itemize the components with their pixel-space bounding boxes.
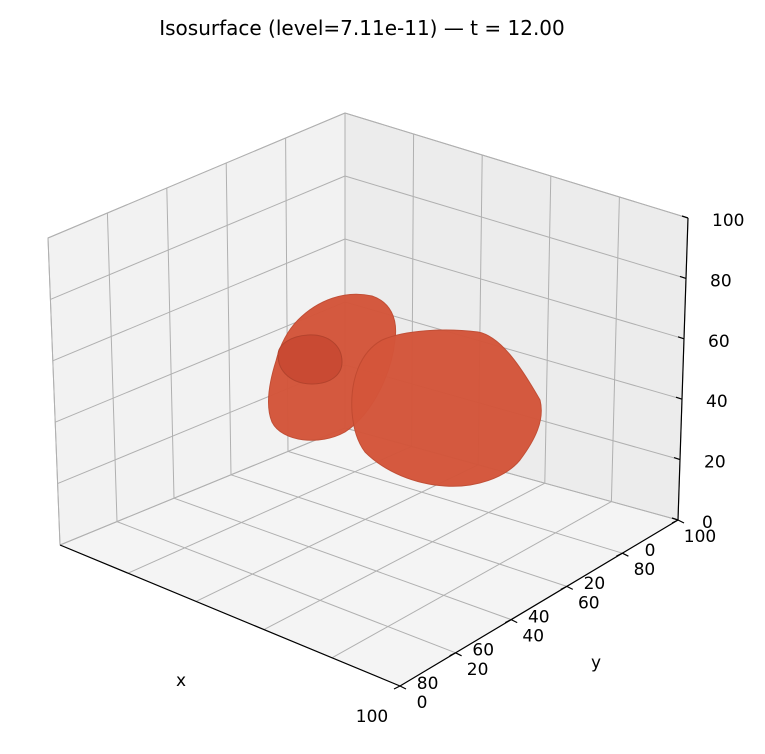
grid-line-z-left xyxy=(50,175,346,300)
x-tick-label: 100 xyxy=(356,707,388,727)
grid-line-z-right xyxy=(344,301,683,400)
x-tick-mark xyxy=(393,685,401,690)
x-tick-mark xyxy=(616,552,623,557)
y-axis-line xyxy=(399,519,679,687)
x-tick-label: 0 xyxy=(645,541,656,561)
z-tick-label: 100 xyxy=(712,211,744,231)
x-axis-line xyxy=(59,544,401,687)
grid-line-x-floor xyxy=(230,474,567,587)
x-tick-mark xyxy=(560,585,568,590)
z-tick-label: 40 xyxy=(706,392,728,412)
grid-line-y-floor xyxy=(331,501,612,659)
x-tick-mark xyxy=(504,619,512,624)
x-tick-label: 60 xyxy=(472,641,494,661)
z-tick-label: 60 xyxy=(708,332,730,352)
y-tick-mark xyxy=(622,552,629,557)
grid-line-x-floor xyxy=(173,497,512,621)
x-tick-label: 80 xyxy=(417,674,439,694)
z-tick-mark xyxy=(679,275,687,279)
y-tick-mark xyxy=(566,585,574,590)
grid-line-z-left xyxy=(52,238,346,362)
grid-line-x-wall xyxy=(106,212,118,522)
grid-line-x-floor xyxy=(116,521,456,654)
grid-line-z-right xyxy=(344,238,685,340)
x-tick-mark xyxy=(671,519,679,524)
z-tick-mark xyxy=(675,396,683,400)
z-tick-mark xyxy=(673,457,681,461)
grid-line-y-wall xyxy=(610,196,620,502)
z-tick-label: 0 xyxy=(702,513,713,533)
isosurface-blob-small-opening xyxy=(277,334,343,385)
grid-line-y-floor xyxy=(195,464,479,602)
isosurface-blob-large xyxy=(351,329,542,487)
isosurface-layer xyxy=(268,293,542,487)
z-tick-mark xyxy=(681,215,689,219)
y-axis-label: y xyxy=(591,653,601,673)
x-axis-label: x xyxy=(176,671,186,691)
grid-line-y-floor xyxy=(263,482,546,631)
grid-line-z-left xyxy=(59,427,346,546)
grid-line-z-right xyxy=(344,175,687,279)
y-tick-label: 80 xyxy=(634,560,656,580)
x-tick-label: 20 xyxy=(584,574,606,594)
z-tick-label: 80 xyxy=(710,271,732,291)
y-tick-mark xyxy=(510,619,518,624)
y-tick-label: 20 xyxy=(467,660,489,680)
chart-title: Isosurface (level=7.11e-11) — t = 12.00 xyxy=(159,16,565,40)
y-tick-mark xyxy=(399,685,407,690)
y-tick-label: 0 xyxy=(417,693,428,713)
z-tick-mark xyxy=(677,336,685,340)
z-tick-label: 20 xyxy=(704,453,726,473)
y-tick-label: 60 xyxy=(578,593,600,613)
y-tick-mark xyxy=(455,652,462,657)
x-tick-label: 40 xyxy=(528,607,550,627)
y-tick-label: 40 xyxy=(522,627,544,647)
x-tick-mark xyxy=(449,652,456,657)
grid-line-x-wall xyxy=(225,162,232,475)
pane-edge-left xyxy=(47,112,689,546)
z-tick-mark xyxy=(671,517,679,521)
floor-pane xyxy=(60,428,678,686)
y-tick-label: 100 xyxy=(684,527,716,547)
back-left-pane xyxy=(48,113,345,545)
grid-line-x-wall xyxy=(166,187,175,499)
z-axis-line xyxy=(677,217,689,521)
grid-line-x-floor xyxy=(287,450,623,554)
grid-line-y-floor xyxy=(127,445,412,574)
y-tick-mark xyxy=(677,519,685,524)
grid-line-y-wall xyxy=(544,175,552,484)
